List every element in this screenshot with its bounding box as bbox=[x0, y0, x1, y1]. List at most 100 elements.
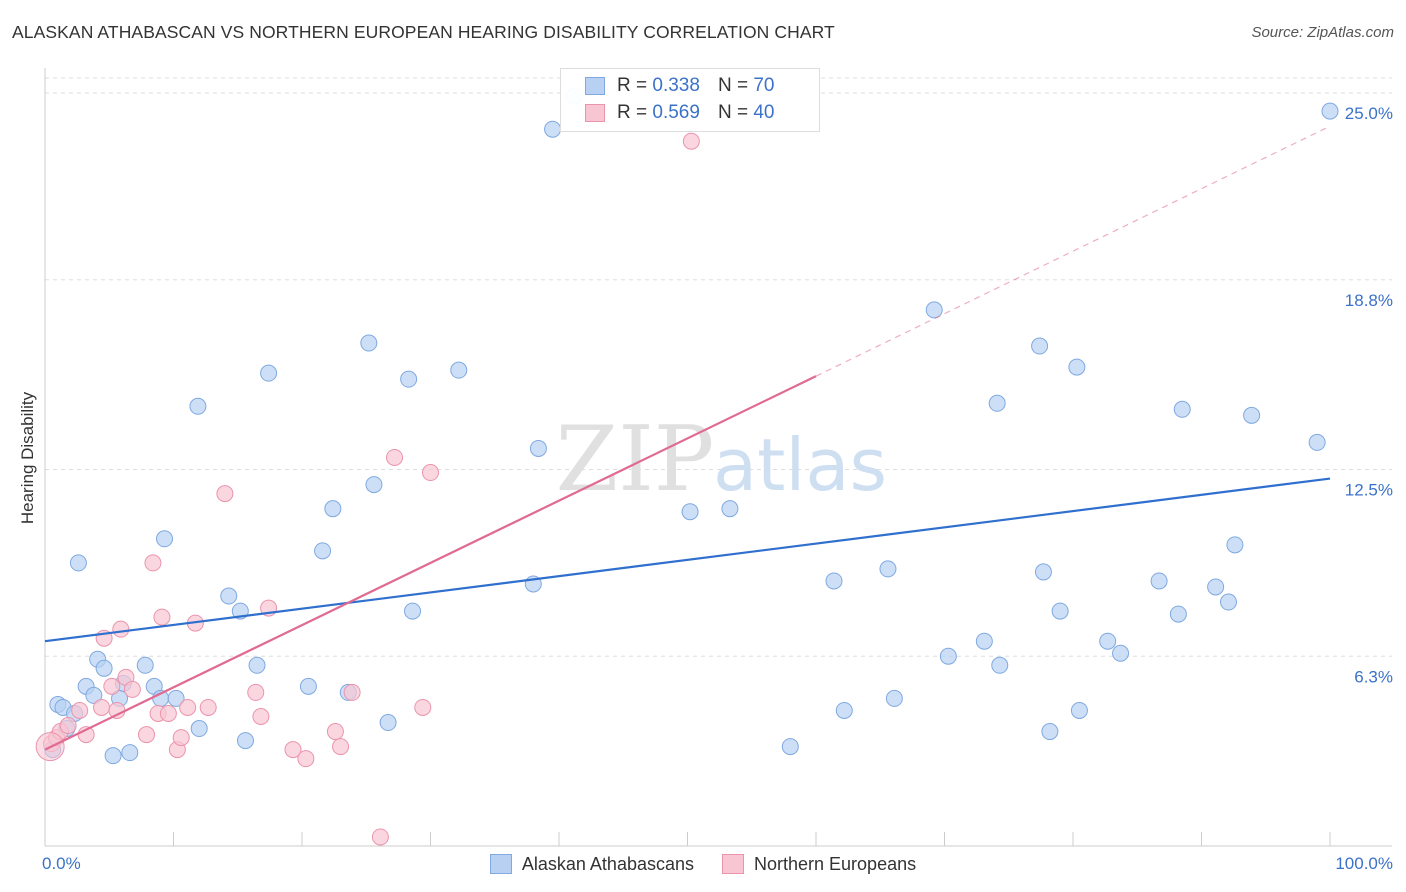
stats-legend: R = 0.338 N = 70 R = 0.569 N = 40 bbox=[560, 68, 820, 132]
athabascan-point bbox=[1243, 406, 1261, 424]
legend-swatch-blue bbox=[489, 854, 512, 874]
athabascan-point bbox=[1068, 358, 1086, 376]
northern-european-trend-line bbox=[44, 375, 817, 751]
y-tick-label: 12.5% bbox=[1345, 481, 1393, 500]
northern-european-point bbox=[93, 698, 111, 716]
athabascan-point bbox=[925, 301, 943, 319]
athabascan-point bbox=[544, 120, 562, 138]
zipatlas-watermark: ZIP atlas bbox=[556, 407, 887, 512]
athabascan-point bbox=[781, 738, 799, 756]
legend-label: Northern Europeans bbox=[754, 853, 917, 874]
northern-european-point bbox=[216, 485, 234, 503]
athabascan-point bbox=[299, 677, 317, 695]
y-axis-title: Hearing Disability bbox=[18, 391, 37, 524]
n-label: N = bbox=[717, 75, 749, 96]
athabascan-point bbox=[190, 720, 208, 738]
r-value: 0.569 bbox=[652, 102, 700, 123]
data-points bbox=[35, 87, 1339, 846]
athabascan-point bbox=[1321, 102, 1339, 120]
athabascan-point bbox=[988, 394, 1006, 412]
n-value: 70 bbox=[753, 75, 775, 96]
northern-european-point bbox=[326, 723, 344, 741]
athabascan-point bbox=[360, 334, 378, 352]
legend-label: Alaskan Athabascans bbox=[521, 853, 694, 874]
northern-european-point bbox=[284, 741, 302, 759]
athabascan-point bbox=[825, 572, 843, 590]
athabascan-point bbox=[1169, 605, 1187, 623]
athabascan-point bbox=[835, 701, 853, 719]
northern-european-point bbox=[144, 554, 162, 572]
athabascan-point bbox=[95, 659, 113, 677]
athabascan-point bbox=[69, 554, 87, 572]
athabascan-point bbox=[1041, 723, 1059, 741]
legend-swatch-blue bbox=[585, 77, 605, 95]
y-tick-label: 25.0% bbox=[1345, 104, 1393, 123]
legend-swatch-pink bbox=[722, 854, 744, 874]
r-label: R = bbox=[617, 102, 648, 123]
athabascan-point bbox=[1173, 400, 1191, 418]
northern-european-point bbox=[123, 680, 141, 698]
athabascan-point bbox=[189, 397, 207, 415]
n-label: N = bbox=[717, 102, 749, 123]
athabascan-point bbox=[529, 439, 547, 457]
athabascan-point bbox=[1099, 632, 1117, 650]
r-value: 0.338 bbox=[652, 75, 700, 96]
athabascan-point bbox=[1070, 701, 1088, 719]
athabascan-point bbox=[121, 744, 139, 762]
athabascan-point bbox=[939, 647, 957, 665]
athabascan-point bbox=[721, 500, 739, 518]
athabascan-point bbox=[681, 503, 699, 521]
athabascan-point bbox=[1219, 593, 1237, 611]
stats-row-northern-european: R = 0.569 N = 40 bbox=[585, 102, 774, 124]
northern-european-point bbox=[371, 828, 389, 846]
athabascan-point bbox=[167, 689, 185, 707]
northern-european-point bbox=[159, 704, 177, 722]
athabascan-point bbox=[314, 542, 332, 560]
athabascan-point bbox=[1034, 563, 1052, 581]
axes bbox=[44, 68, 1392, 847]
northern-european-point bbox=[138, 726, 156, 744]
x-tick-label: 100.0% bbox=[1335, 854, 1393, 873]
northern-european-point bbox=[172, 729, 190, 747]
northern-european-point bbox=[179, 698, 197, 716]
athabascan-point bbox=[400, 370, 418, 388]
athabascan-point bbox=[885, 689, 903, 707]
northern-european-point bbox=[112, 620, 130, 638]
axis-labels: 6.3% 12.5% 18.8% 25.0% 0.0% 100.0% Hearing Dis… bbox=[18, 104, 1393, 873]
stats-row-athabascan: R = 0.338 N = 70 bbox=[585, 75, 774, 97]
legend-item-northern-european[interactable]: Northern Europeans bbox=[722, 854, 916, 875]
athabascan-point bbox=[379, 714, 397, 732]
watermark-atlas: atlas bbox=[713, 423, 887, 507]
northern-european-point bbox=[247, 683, 265, 701]
northern-european-point bbox=[343, 683, 361, 701]
northern-european-point bbox=[71, 701, 89, 719]
y-tick-label: 18.8% bbox=[1345, 291, 1393, 310]
northern-european-point bbox=[297, 750, 315, 768]
athabascan-point bbox=[1207, 578, 1225, 596]
athabascan-point bbox=[1031, 337, 1049, 355]
athabascan-point bbox=[991, 656, 1009, 674]
athabascan-point bbox=[1112, 644, 1130, 662]
athabascan-point bbox=[1150, 572, 1168, 590]
athabascan-point bbox=[156, 530, 174, 548]
athabascan-point bbox=[450, 361, 468, 379]
gridlines bbox=[45, 77, 1392, 657]
northern-european-point bbox=[252, 707, 270, 725]
athabascan-point bbox=[365, 476, 383, 494]
legend-swatch-pink bbox=[585, 104, 605, 122]
legend-item-athabascan[interactable]: Alaskan Athabascans bbox=[489, 853, 694, 875]
r-label: R = bbox=[617, 75, 648, 96]
athabascan-point bbox=[104, 747, 122, 765]
northern-european-point bbox=[108, 701, 126, 719]
northern-european-point bbox=[386, 448, 404, 466]
watermark-zip: ZIP bbox=[556, 407, 715, 512]
northern-european-point bbox=[332, 738, 350, 756]
athabascan-point bbox=[1226, 536, 1244, 554]
x-tick-label: 0.0% bbox=[42, 854, 81, 873]
athabascan-point bbox=[236, 732, 254, 750]
northern-european-point bbox=[422, 464, 439, 482]
athabascan-point bbox=[85, 686, 103, 704]
northern-european-point bbox=[414, 698, 432, 716]
athabascan-point bbox=[1051, 602, 1069, 620]
